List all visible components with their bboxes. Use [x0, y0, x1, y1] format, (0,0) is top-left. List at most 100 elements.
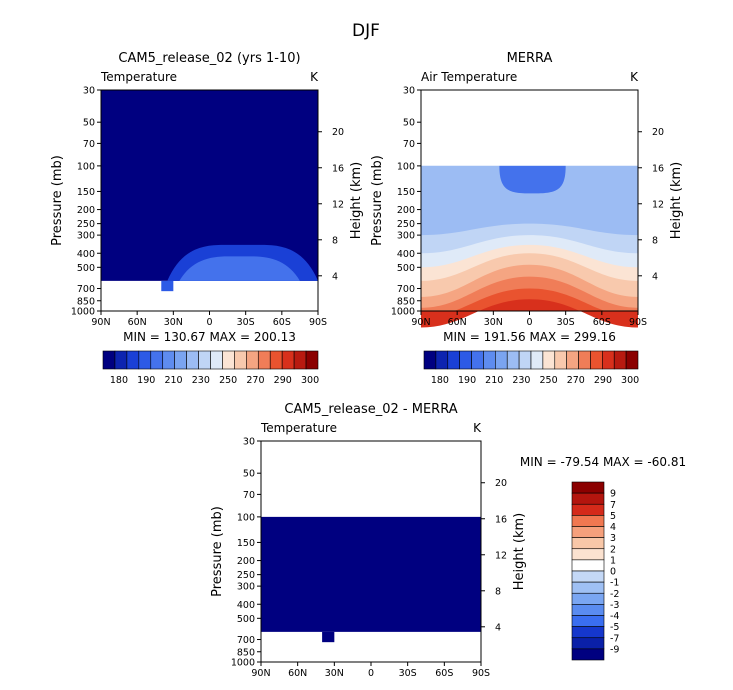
y-tick-label: 150 [397, 187, 415, 198]
height-tick-label: 20 [652, 127, 664, 138]
colorbar-label: 4 [610, 522, 616, 533]
height-tick-label: 16 [495, 514, 507, 525]
colorbar-label: 290 [274, 375, 292, 386]
height-axis-title: Height (km) [349, 162, 364, 239]
colorbar-label: 300 [621, 375, 639, 386]
y-tick-label: 250 [237, 570, 255, 581]
colorbar-label: 290 [594, 375, 612, 386]
height-tick-label: 8 [495, 586, 501, 597]
colorbar-swatch [423, 350, 437, 370]
x-tick-label: 60S [435, 668, 453, 679]
colorbar-swatch [590, 350, 603, 370]
colorbar-swatch [571, 592, 605, 605]
colorbar-label: 190 [137, 375, 155, 386]
y-tick-label: 50 [83, 118, 95, 129]
y-axis-title: Pressure (mb) [210, 506, 225, 597]
colorbar-swatch [210, 350, 223, 370]
y-tick-label: 400 [237, 600, 255, 611]
colorbar-swatch [571, 604, 605, 616]
panel-title: CAM5_release_02 (yrs 1-10) [118, 51, 300, 66]
y-tick-label: 100 [237, 512, 255, 523]
colorbar-swatch [571, 615, 605, 627]
y-tick-label: 1000 [231, 658, 255, 669]
colorbar-label: 190 [458, 375, 476, 386]
y-tick-label: 400 [397, 249, 415, 260]
x-tick-label: 30S [557, 317, 575, 328]
x-tick-label: 90N [91, 317, 110, 328]
colorbar-swatch [625, 350, 639, 370]
colorbar-swatch [447, 350, 460, 370]
colorbar-swatch [174, 350, 187, 370]
colorbar-swatch [471, 350, 484, 370]
unit-label: K [630, 70, 639, 84]
cold-core-contour [499, 165, 566, 194]
colorbar-label: 180 [431, 375, 449, 386]
x-tick-label: 60S [273, 317, 291, 328]
x-tick-label: 90S [472, 668, 490, 679]
colorbar-swatch [126, 350, 140, 370]
variable-label: Temperature [100, 70, 177, 84]
colorbar-label: 0 [610, 567, 616, 578]
colorbar-label: 210 [164, 375, 182, 386]
variable-label: Temperature [260, 421, 337, 435]
colorbar-swatch [246, 350, 259, 370]
colorbar-label: 1 [610, 555, 616, 566]
height-tick-label: 16 [332, 163, 344, 174]
colorbar-swatch [518, 350, 532, 370]
height-tick-label: 12 [495, 550, 507, 561]
colorbar-swatch [554, 350, 567, 370]
y-tick-label: 200 [237, 556, 255, 567]
colorbar-swatch [305, 350, 319, 370]
y-tick-label: 200 [397, 205, 415, 216]
colorbar-swatch [571, 570, 605, 583]
colorbar-swatch [571, 648, 605, 661]
colorbar-swatch [571, 626, 605, 639]
height-tick-label: 12 [332, 199, 344, 210]
colorbar-label: 5 [610, 511, 616, 522]
y-tick-label: 100 [77, 161, 95, 172]
unit-label: K [310, 70, 319, 84]
y-tick-label: 500 [77, 263, 95, 274]
colorbar-swatch [602, 350, 615, 370]
colorbar-label: 230 [512, 375, 530, 386]
colorbar-swatch [459, 350, 472, 370]
colorbar-label: -4 [610, 611, 619, 622]
contour-region [261, 516, 481, 632]
figure-title: DJF [352, 21, 380, 41]
colorbar-swatch [566, 350, 579, 370]
x-tick-label: 30S [399, 668, 417, 679]
colorbar-label: 230 [192, 375, 210, 386]
colorbar-label: 2 [610, 544, 616, 555]
colorbar-swatch [114, 350, 128, 370]
colorbar-swatch [613, 350, 627, 370]
y-tick-label: 700 [397, 284, 415, 295]
colorbar-swatch [138, 350, 152, 370]
stats-label: MIN = 130.67 MAX = 200.13 [123, 330, 296, 344]
colorbar-label: 270 [567, 375, 585, 386]
colorbar-label: -9 [610, 644, 619, 655]
colorbar-label: 3 [610, 533, 616, 544]
colorbar-swatch [186, 350, 199, 370]
y-tick-label: 70 [403, 139, 415, 150]
x-tick-label: 60N [288, 668, 307, 679]
height-tick-label: 4 [495, 622, 501, 633]
y-tick-label: 1000 [71, 307, 95, 318]
x-tick-label: 0 [206, 317, 212, 328]
colorbar-swatch [102, 350, 116, 370]
y-tick-label: 50 [243, 469, 255, 480]
stats-label: MIN = 191.56 MAX = 299.16 [443, 330, 616, 344]
y-tick-label: 400 [77, 249, 95, 260]
colorbar-swatch [257, 350, 271, 370]
colorbar-label: 270 [246, 375, 264, 386]
x-tick-label: 60S [593, 317, 611, 328]
height-tick-label: 8 [332, 235, 338, 246]
colorbar-swatch [571, 548, 605, 561]
colorbar-swatch [571, 637, 605, 650]
unit-label: K [473, 421, 482, 435]
x-tick-label: 30N [325, 668, 344, 679]
colorbar-label: 180 [110, 375, 128, 386]
colorbar-label: -3 [610, 600, 619, 611]
colorbar-swatch [495, 350, 508, 370]
colorbar-swatch [571, 515, 605, 527]
x-tick-label: 30N [484, 317, 503, 328]
